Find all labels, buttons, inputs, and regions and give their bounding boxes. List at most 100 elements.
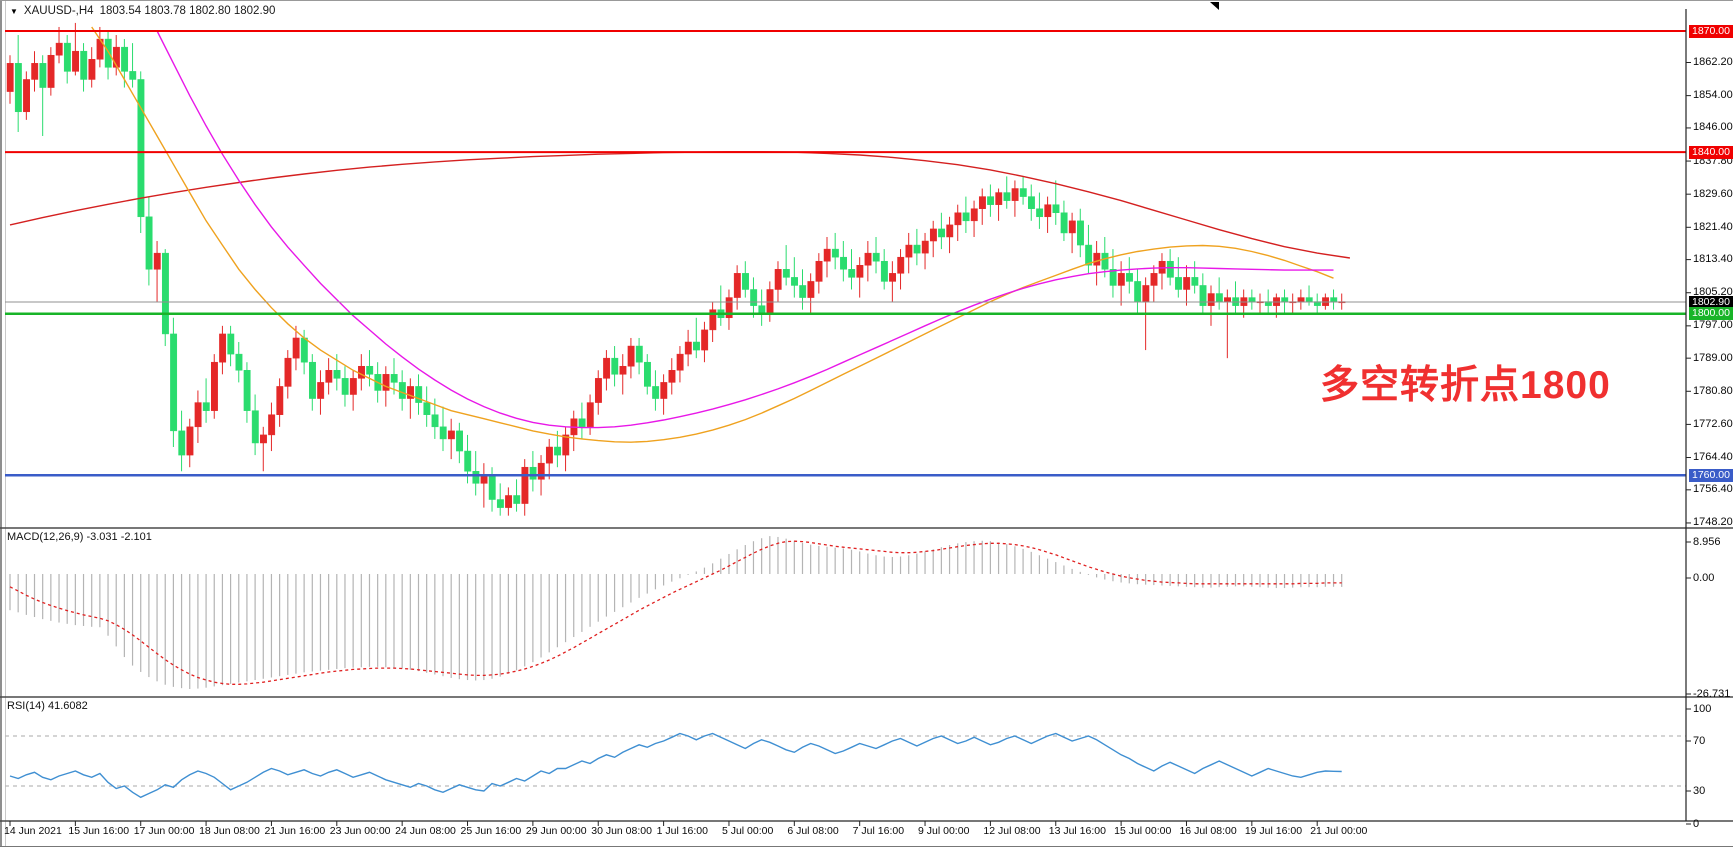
candle-body [219, 333, 227, 363]
candle-body [897, 256, 905, 274]
candle-body [47, 54, 55, 88]
candle-body [521, 466, 529, 504]
time-axis-label: 23 Jun 00:00 [329, 825, 391, 837]
candle-body [1215, 293, 1223, 302]
candle-body [496, 499, 504, 508]
time-axis-label: 16 Jul 08:00 [1179, 825, 1237, 837]
candle-body [995, 192, 1003, 205]
candle-body [63, 42, 71, 72]
candle-body [194, 402, 202, 428]
candle-body [447, 430, 455, 440]
candle-body [1207, 293, 1215, 306]
candle-body [1117, 273, 1125, 286]
candle-body [733, 273, 741, 298]
candle-body [251, 410, 259, 444]
candle-body [211, 361, 218, 411]
candle-body [235, 353, 243, 371]
candle-body [586, 402, 594, 428]
indicator-axis-label: 8.956 [1693, 536, 1721, 548]
indicator-axis-label: 0 [1693, 818, 1700, 830]
price-axis-label: 1813.40 [1693, 253, 1733, 266]
time-axis-label: 5 Jul 00:00 [721, 825, 774, 837]
candle-body [14, 63, 22, 113]
time-axis-label: 17 Jun 00:00 [133, 825, 195, 837]
candle-body [1028, 196, 1035, 209]
trend-annotation-text: 多空转折点1800 [1320, 364, 1611, 407]
candle-body [72, 50, 80, 72]
candle-body [676, 353, 684, 371]
candle-body [1126, 273, 1133, 282]
candle-body [799, 285, 807, 298]
candle-body [545, 446, 553, 464]
candle-body [439, 426, 447, 440]
candle-body [880, 260, 888, 282]
price-axis-label: 1797.00 [1693, 319, 1733, 332]
candle-body [137, 79, 145, 218]
time-axis-label: 25 Jun 16:00 [460, 825, 522, 837]
candle-body [276, 386, 284, 415]
candle-body [423, 402, 431, 415]
candle-body [791, 277, 798, 286]
candle-body [456, 430, 464, 452]
time-axis-label: 29 Jun 00:00 [525, 825, 587, 837]
indicator-axis-label: 0.00 [1693, 572, 1715, 584]
macd-signal-line [9, 540, 1342, 685]
candle-body [39, 63, 47, 88]
chart-title-bar[interactable]: ▼ XAUUSD-,H4 1803.54 1803.78 1802.80 180… [10, 4, 275, 18]
candle-body [929, 228, 937, 242]
candle-body [578, 418, 586, 428]
candle-body [987, 196, 995, 205]
candle-body [1142, 285, 1150, 302]
candle-body [358, 365, 365, 379]
price-axis-label: 1805.20 [1693, 286, 1733, 299]
candle-body [660, 382, 668, 399]
candle-body [23, 79, 30, 113]
candle-body [856, 265, 864, 278]
candle-body [668, 370, 676, 383]
candle-body [1248, 297, 1256, 302]
candle-body [325, 370, 333, 383]
price-axis-label: 1756.40 [1693, 483, 1733, 496]
time-axis-label: 15 Jul 00:00 [1114, 825, 1172, 837]
candle-body [1052, 204, 1060, 214]
candle-body [121, 46, 129, 72]
price-axis-label: 1854.00 [1693, 89, 1733, 102]
candle-body [1224, 297, 1231, 302]
indicator-axis-label: -26.731 [1693, 688, 1731, 700]
candle-body [260, 434, 267, 444]
symbol-dropdown-icon[interactable]: ▼ [10, 6, 18, 16]
candle-body [1077, 220, 1084, 246]
candle-body [537, 462, 545, 480]
price-axis-label: 1789.00 [1693, 351, 1733, 364]
candle-body [921, 240, 929, 254]
price-axis-label: 1780.80 [1693, 384, 1733, 397]
candle-body [815, 260, 823, 282]
candle-body [554, 446, 562, 456]
candle-body [112, 46, 120, 68]
candle-body [889, 273, 897, 282]
autoscroll-marker-icon[interactable] [1210, 2, 1219, 10]
candle-body [709, 309, 717, 331]
candle-body [1166, 260, 1174, 278]
time-axis-label: 1 Jul 16:00 [656, 825, 708, 837]
candle-body [349, 378, 357, 395]
candle-body [464, 450, 472, 472]
price-level-badge: 1840.00 [1689, 145, 1733, 159]
candle-body [1036, 208, 1044, 218]
candle-body [946, 224, 954, 238]
price-axis-label: 1846.00 [1693, 121, 1733, 134]
candle-body [725, 297, 733, 319]
candle-body [529, 466, 537, 480]
ma-slow-line [9, 151, 1351, 259]
macd-indicator-label: MACD(12,26,9) -3.031 -2.101 [7, 531, 152, 543]
time-axis-label: 9 Jul 00:00 [918, 825, 970, 837]
candle-body [366, 365, 374, 375]
candle-body [684, 341, 692, 355]
time-axis-label: 21 Jul 00:00 [1310, 825, 1368, 837]
candle-body [750, 289, 758, 306]
candle-body [407, 386, 414, 399]
price-level-badge: 1870.00 [1689, 24, 1733, 38]
price-level-badge: 1802.90 [1689, 295, 1733, 309]
